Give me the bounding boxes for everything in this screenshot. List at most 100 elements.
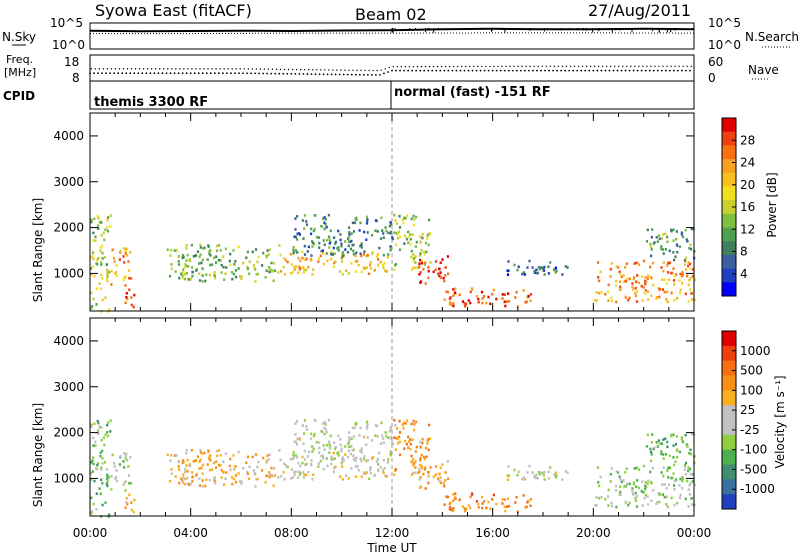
data-cell: [187, 278, 190, 281]
data-cell: [219, 464, 222, 467]
data-cell: [220, 468, 223, 472]
colorbar-tick-label: -500: [740, 462, 767, 476]
data-cell: [369, 472, 372, 475]
nave-point: [485, 65, 487, 68]
data-cell: [656, 445, 659, 448]
data-cell: [325, 443, 329, 447]
data-cell: [353, 426, 356, 429]
data-cell: [323, 448, 326, 451]
data-cell: [277, 271, 280, 274]
data-cell: [668, 454, 671, 458]
data-cell: [615, 489, 618, 492]
freq-point: [101, 72, 103, 75]
noise-line-nsearch: [90, 32, 695, 35]
data-cell: [105, 482, 108, 486]
data-cell: [647, 298, 650, 301]
freq-point: [685, 69, 687, 72]
data-cell: [187, 470, 190, 473]
data-cell: [177, 260, 180, 263]
data-cell: [624, 500, 627, 504]
data-cell: [554, 271, 557, 274]
nave-point: [251, 68, 254, 70]
data-cell: [690, 432, 693, 436]
data-cell: [670, 291, 673, 295]
data-cell: [97, 257, 100, 260]
freq-point: [435, 69, 438, 72]
nave-point: [400, 65, 403, 68]
freq-point: [149, 72, 152, 75]
data-cell: [688, 493, 692, 496]
data-cell: [240, 277, 243, 280]
data-cell: [347, 272, 350, 275]
data-cell: [427, 448, 430, 452]
freq-point: [270, 72, 273, 75]
data-cell: [106, 229, 110, 233]
data-cell: [407, 241, 410, 244]
data-cell: [360, 459, 363, 463]
data-cell: [298, 265, 301, 268]
data-cell: [610, 262, 613, 265]
nave-point: [267, 68, 270, 70]
data-cell: [689, 267, 692, 271]
data-cell: [415, 215, 418, 219]
data-cell: [190, 448, 193, 452]
data-cell: [641, 480, 644, 483]
data-cell: [96, 463, 99, 467]
data-cell: [421, 232, 424, 236]
data-cell: [336, 452, 339, 455]
data-cell: [317, 236, 320, 239]
data-cell: [391, 442, 394, 446]
data-cell: [363, 230, 366, 234]
xtick-label: 20:00: [576, 526, 611, 540]
data-cell: [102, 436, 105, 440]
data-cell: [661, 288, 664, 291]
data-cell: [229, 457, 232, 461]
data-cell: [469, 506, 472, 510]
data-cell: [314, 214, 317, 217]
data-cell: [339, 238, 342, 242]
data-cell: [354, 459, 357, 463]
data-cell: [122, 255, 125, 258]
freq-point: [616, 69, 619, 72]
data-cell: [492, 493, 495, 497]
nave-point: [642, 65, 644, 67]
data-cell: [394, 448, 397, 451]
data-cell: [246, 265, 249, 269]
data-cell: [687, 261, 690, 264]
freq-point: [173, 72, 176, 75]
colorbar-frame: [721, 330, 737, 510]
data-cell: [644, 494, 647, 497]
data-cell: [599, 270, 602, 274]
data-cell: [339, 475, 342, 478]
data-cell: [676, 250, 679, 254]
data-cell: [646, 433, 649, 437]
data-cell: [366, 220, 369, 223]
data-cell: [352, 249, 355, 253]
data-cell: [653, 446, 656, 449]
data-cell: [681, 477, 685, 481]
nave-point: [646, 65, 648, 67]
data-cell: [234, 269, 237, 272]
data-cell: [673, 488, 676, 491]
colorbar-segment: [722, 172, 736, 187]
data-cell: [658, 493, 661, 497]
data-cell: [203, 451, 206, 455]
data-cell: [380, 216, 383, 220]
data-cell: [330, 257, 333, 261]
data-cell: [332, 246, 335, 250]
data-cell: [564, 265, 567, 268]
data-cell: [439, 271, 442, 274]
data-cell: [553, 473, 556, 476]
freq-point: [213, 72, 216, 75]
nave-point: [223, 68, 225, 70]
freq-point: [262, 72, 265, 75]
nave-point: [299, 68, 302, 71]
nsearch-label: N.Search: [745, 30, 799, 44]
freq-point: [536, 69, 538, 72]
nave-point: [638, 65, 640, 67]
data-cell: [382, 236, 385, 239]
nave-point: [235, 68, 237, 70]
data-cell: [644, 481, 647, 484]
